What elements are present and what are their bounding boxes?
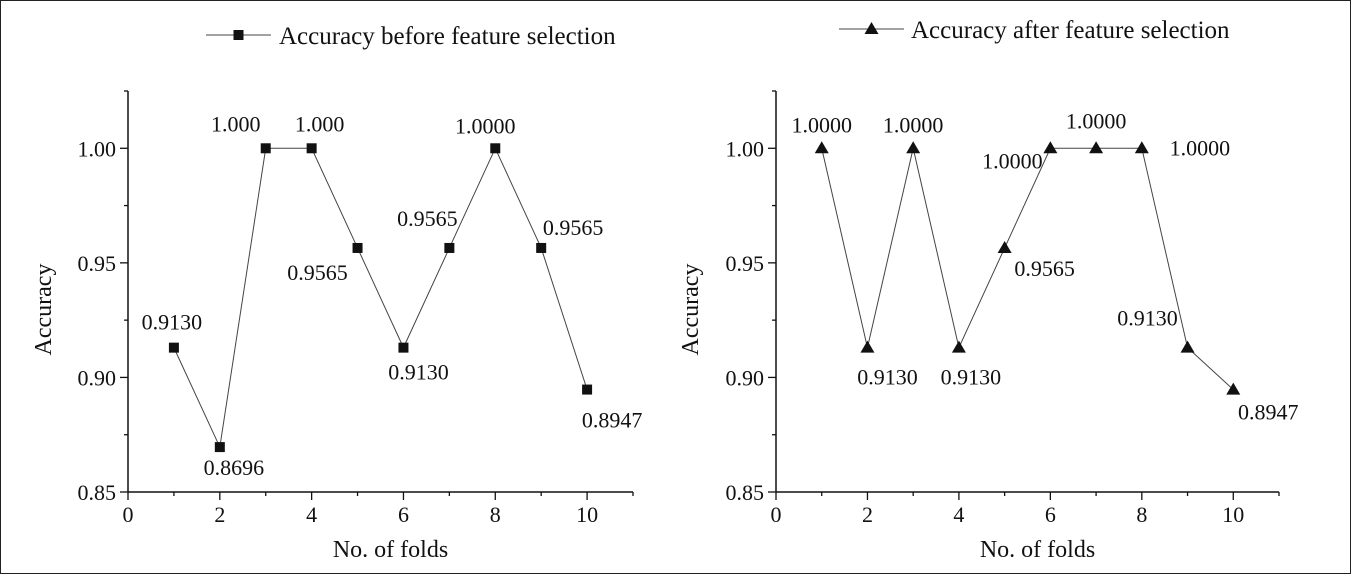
chart-panel-after: 0 2 4 6 8 10 0.85 0.90 0.95 1.00 No. of folds Accur… <box>678 17 1299 563</box>
chart-panel-before: 0 2 4 6 8 10 0.85 0.90 0.95 1.00 No. of folds Accur… <box>31 23 642 563</box>
legend-label: Accuracy after feature selection <box>911 17 1230 44</box>
data-point-marker <box>1089 141 1104 154</box>
data-point-marker <box>352 242 363 253</box>
data-point-marker <box>490 143 501 154</box>
data-label: 1.000 <box>211 111 261 136</box>
data-label: 0.9565 <box>543 215 604 240</box>
x-tick-label: 4 <box>953 502 964 527</box>
data-label: 1.0000 <box>791 112 852 137</box>
data-label: 0.8947 <box>582 408 643 433</box>
data-label: 1.0000 <box>1170 135 1231 160</box>
data-label: 0.9130 <box>857 365 918 390</box>
x-tick-label: 2 <box>214 502 225 527</box>
data-point-marker <box>214 442 225 453</box>
data-label: 0.8696 <box>204 455 265 480</box>
y-tick-label: 0.95 <box>726 251 765 276</box>
data-label: 0.9565 <box>287 260 348 285</box>
data-point-marker <box>997 240 1012 253</box>
data-point-marker <box>906 141 921 154</box>
x-axis-title: No. of folds <box>333 537 448 563</box>
data-point-marker <box>814 141 829 154</box>
x-tick-label: 8 <box>1136 502 1147 527</box>
data-point-marker <box>1180 340 1195 353</box>
y-tick-label: 0.85 <box>726 480 765 505</box>
data-label: 0.8947 <box>1238 400 1299 425</box>
x-tick-label: 8 <box>490 502 501 527</box>
data-label: 1.0000 <box>455 113 516 138</box>
x-tick-label: 2 <box>862 502 873 527</box>
data-label: 0.9130 <box>941 365 1002 390</box>
data-label: 0.9130 <box>388 360 449 385</box>
data-point-marker <box>1043 141 1058 154</box>
y-tick-label: 0.90 <box>726 365 765 390</box>
y-tick-label: 1.00 <box>726 136 765 161</box>
y-tick-label: 0.85 <box>78 480 117 505</box>
x-tick-label: 10 <box>576 502 598 527</box>
y-tick-label: 0.95 <box>78 251 117 276</box>
data-label: 0.9130 <box>1117 306 1178 331</box>
data-label: 0.9130 <box>142 310 203 335</box>
y-tick-label: 1.00 <box>78 136 117 161</box>
data-label: 1.0000 <box>1066 108 1127 133</box>
data-label: 0.9565 <box>1014 256 1075 281</box>
y-axis-title: Accuracy <box>678 264 704 356</box>
data-point-marker <box>1134 141 1149 154</box>
x-tick-label: 6 <box>398 502 409 527</box>
data-point-marker <box>168 342 179 353</box>
data-point-marker <box>306 143 317 154</box>
data-point-marker <box>536 242 547 253</box>
data-point-marker <box>444 242 455 253</box>
series-line <box>173 147 588 449</box>
x-tick-label: 4 <box>306 502 317 527</box>
series-line <box>821 147 1234 390</box>
x-tick-label: 6 <box>1045 502 1056 527</box>
data-point-marker <box>860 340 875 353</box>
data-point-marker <box>398 342 409 353</box>
y-axis-title: Accuracy <box>31 264 57 356</box>
x-tick-label: 0 <box>771 502 782 527</box>
data-point-marker <box>1226 382 1241 395</box>
x-axis-title: No. of folds <box>980 537 1095 563</box>
data-point-marker <box>951 340 966 353</box>
data-label: 1.000 <box>295 111 345 136</box>
y-tick-label: 0.90 <box>78 365 117 390</box>
legend-marker <box>864 22 879 34</box>
data-label: 0.9565 <box>397 206 458 231</box>
data-point-marker <box>260 143 271 154</box>
data-point-marker <box>582 384 593 395</box>
legend-label: Accuracy before feature selection <box>279 23 616 50</box>
data-label: 1.0000 <box>883 112 944 137</box>
x-tick-label: 10 <box>1222 502 1244 527</box>
x-tick-label: 0 <box>123 502 134 527</box>
legend-marker <box>233 30 244 40</box>
data-label: 1.0000 <box>982 148 1043 173</box>
